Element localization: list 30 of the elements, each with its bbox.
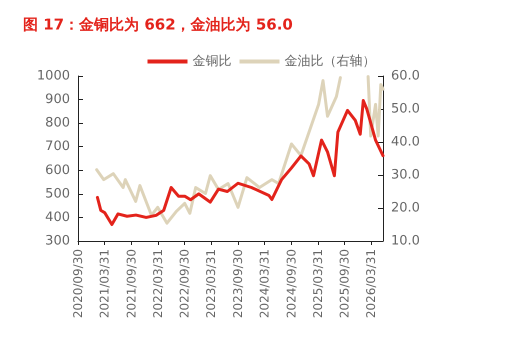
- chart-title: 图 17：金铜比为 662，金油比为 56.0: [23, 16, 293, 34]
- y2-tick-label: 50.0: [391, 102, 420, 116]
- x-tick-label: 2025/03/31: [310, 249, 325, 318]
- x-tick-label: 2022/03/31: [150, 249, 165, 318]
- y-tick-label: 1000: [36, 68, 70, 84]
- x-tick-label: 2020/09/30: [71, 249, 85, 318]
- x-tick-label: 2023/09/30: [230, 249, 245, 318]
- y2-tick-label: 40.0: [391, 134, 420, 150]
- line-series: [96, 99, 384, 226]
- x-tick-label: 2021/09/30: [124, 249, 138, 318]
- x-tick-label: 2023/03/31: [204, 249, 218, 318]
- y-tick-label: 500: [45, 186, 70, 202]
- x-tick-label: 2022/09/30: [178, 249, 192, 318]
- x-tick-label: 2024/09/30: [284, 249, 298, 318]
- y-tick-label: 400: [45, 210, 70, 225]
- legend-label: 金铜比: [192, 54, 232, 69]
- x-tick-label: 2024/03/31: [258, 249, 272, 318]
- y2-tick-label: 60.0: [391, 68, 420, 84]
- legend-label: 金油比（右轴）: [284, 54, 376, 69]
- y-tick-label: 900: [45, 92, 70, 108]
- y2-tick-label: 30.0: [391, 168, 420, 182]
- x-tick-label: 2021/03/31: [98, 249, 112, 318]
- x-tick-label: 2025/09/30: [338, 249, 352, 318]
- y2-tick-label: 20.0: [391, 200, 420, 216]
- y-tick-label: 600: [45, 162, 70, 178]
- y-tick-label: 300: [45, 234, 70, 248]
- y-tick-label: 800: [45, 116, 70, 131]
- y2-tick-label: 10.0: [391, 234, 420, 248]
- x-tick-label: 2026/03/31: [364, 249, 378, 318]
- y-tick-label: 700: [45, 139, 70, 154]
